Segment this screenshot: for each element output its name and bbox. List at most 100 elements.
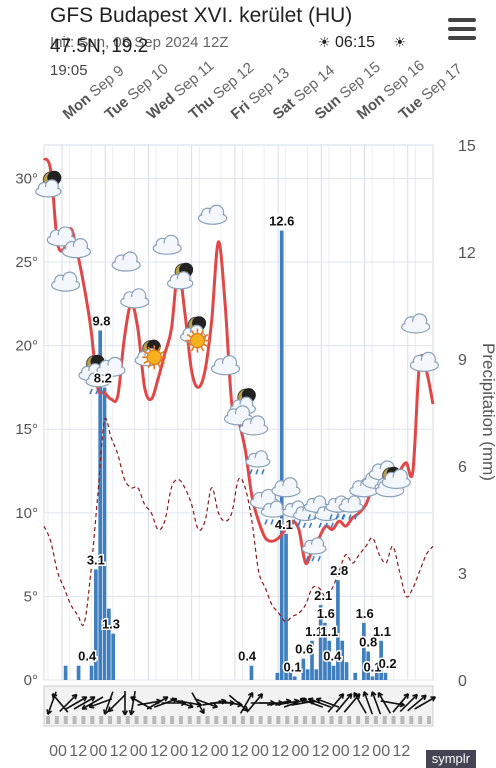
wind-tick (302, 716, 307, 724)
precip-bar (89, 665, 94, 680)
wind-arrow (228, 694, 249, 712)
precip-bar (292, 676, 297, 680)
wind-tick (285, 716, 290, 724)
precip-tick-label: 9 (458, 352, 467, 369)
precip-value-halo: 0.4 (78, 649, 97, 664)
precip-value-label: 0.2 (379, 656, 397, 671)
hamburger-menu-icon[interactable] (448, 18, 476, 45)
precip-value-label: 0.1 (283, 659, 301, 674)
wind-tick (54, 716, 59, 724)
wind-tick (320, 716, 325, 724)
wind-tick (347, 716, 352, 724)
precip-bar (379, 640, 383, 680)
precip-value-label: 0.8 (359, 634, 377, 649)
wind-tick (108, 716, 113, 724)
precip-bar (106, 608, 111, 680)
precip-value-label: 0.4 (238, 649, 257, 664)
wind-tick (125, 716, 130, 724)
rain-icon (245, 450, 271, 475)
time-label: 00 (372, 743, 390, 760)
day-date: Sep 17 (418, 60, 465, 104)
wind-tick (391, 716, 396, 724)
rain-icon (301, 537, 327, 562)
precip-bar (353, 672, 358, 680)
wind-arrow (370, 691, 382, 715)
precip-bar (111, 633, 115, 680)
precip-value-halo: 0.4 (323, 649, 342, 664)
wind-tick (46, 716, 50, 724)
wind-tick (187, 716, 192, 724)
time-label: 12 (271, 743, 289, 760)
moon-cloud-icon (35, 170, 62, 198)
wind-tick (161, 716, 166, 724)
wind-arrow (299, 697, 324, 708)
precip-value-halo: 2.8 (330, 563, 348, 578)
wind-tick (196, 716, 201, 724)
wind-tick (294, 716, 299, 724)
wind-arrow (107, 693, 126, 713)
wind-arrow (377, 691, 392, 714)
wind-arrow (407, 694, 427, 712)
wind-tick (134, 716, 139, 724)
time-label: 00 (130, 743, 148, 760)
precip-bar (336, 580, 340, 680)
wind-arrow (392, 693, 410, 713)
wind-tick (364, 716, 369, 724)
wind-tick (373, 716, 378, 724)
init-time: Init: Sun, 08 Sep 2024 12Z (50, 34, 229, 51)
wind-arrow (362, 691, 374, 715)
precip-bar (374, 669, 379, 680)
sunset-icon: ☀ (393, 34, 407, 50)
cloud-icon (239, 415, 269, 436)
rain-icon (260, 500, 286, 525)
cloud-icon (120, 288, 150, 309)
cloud-icon (111, 251, 141, 272)
wind-arrow (194, 698, 218, 709)
precip-bar (249, 665, 254, 680)
wind-tick (214, 716, 219, 724)
time-label: 00 (211, 743, 229, 760)
time-label: 00 (332, 743, 350, 760)
precip-bar (318, 605, 323, 680)
wind-tick (63, 716, 68, 724)
precip-value-label: 1.6 (356, 606, 374, 621)
wind-tick (99, 716, 104, 724)
wind-arrow (335, 693, 353, 713)
time-label: 00 (292, 743, 310, 760)
precip-bar (310, 640, 314, 680)
sunrise-icon: ☀ (318, 34, 331, 50)
time-label: 00 (49, 743, 67, 760)
precip-bar (383, 672, 388, 680)
precip-value-label: 3.1 (87, 552, 105, 567)
wind-tick (240, 716, 245, 724)
precip-value-halo: 1.1 (305, 624, 323, 639)
precip-value-label: 1.6 (317, 606, 335, 621)
wind-arrow (307, 697, 332, 708)
cloud-icon (51, 271, 81, 292)
cloud-icon (197, 204, 228, 225)
precip-value-halo: 2.1 (314, 588, 332, 603)
precip-value-halo: 9.8 (92, 313, 110, 328)
precip-bar (76, 665, 81, 680)
precip-value-halo: 0.1 (363, 659, 381, 674)
precip-value-halo: 0.8 (359, 634, 377, 649)
precip-value-halo: 1.1 (373, 624, 391, 639)
precip-value-label: 0.1 (363, 659, 381, 674)
wind-arrow (239, 691, 254, 714)
wind-tick (72, 716, 77, 724)
wind-tick (170, 716, 175, 724)
wind-arrow (51, 693, 69, 713)
wind-tick (427, 716, 431, 724)
precip-value-label: 1.1 (373, 624, 391, 639)
time-label: 12 (312, 743, 330, 760)
wind-arrow (315, 697, 340, 708)
precip-value-label: 8.2 (94, 371, 112, 386)
wind-arrow (327, 693, 345, 713)
brand-tab[interactable]: symplr (425, 750, 476, 768)
precip-bar (344, 662, 349, 680)
cloud-icon (61, 238, 92, 259)
cloud-icon (210, 355, 241, 376)
precip-bar (323, 622, 327, 680)
wind-arrow (121, 691, 129, 716)
precip-bar (279, 230, 284, 680)
